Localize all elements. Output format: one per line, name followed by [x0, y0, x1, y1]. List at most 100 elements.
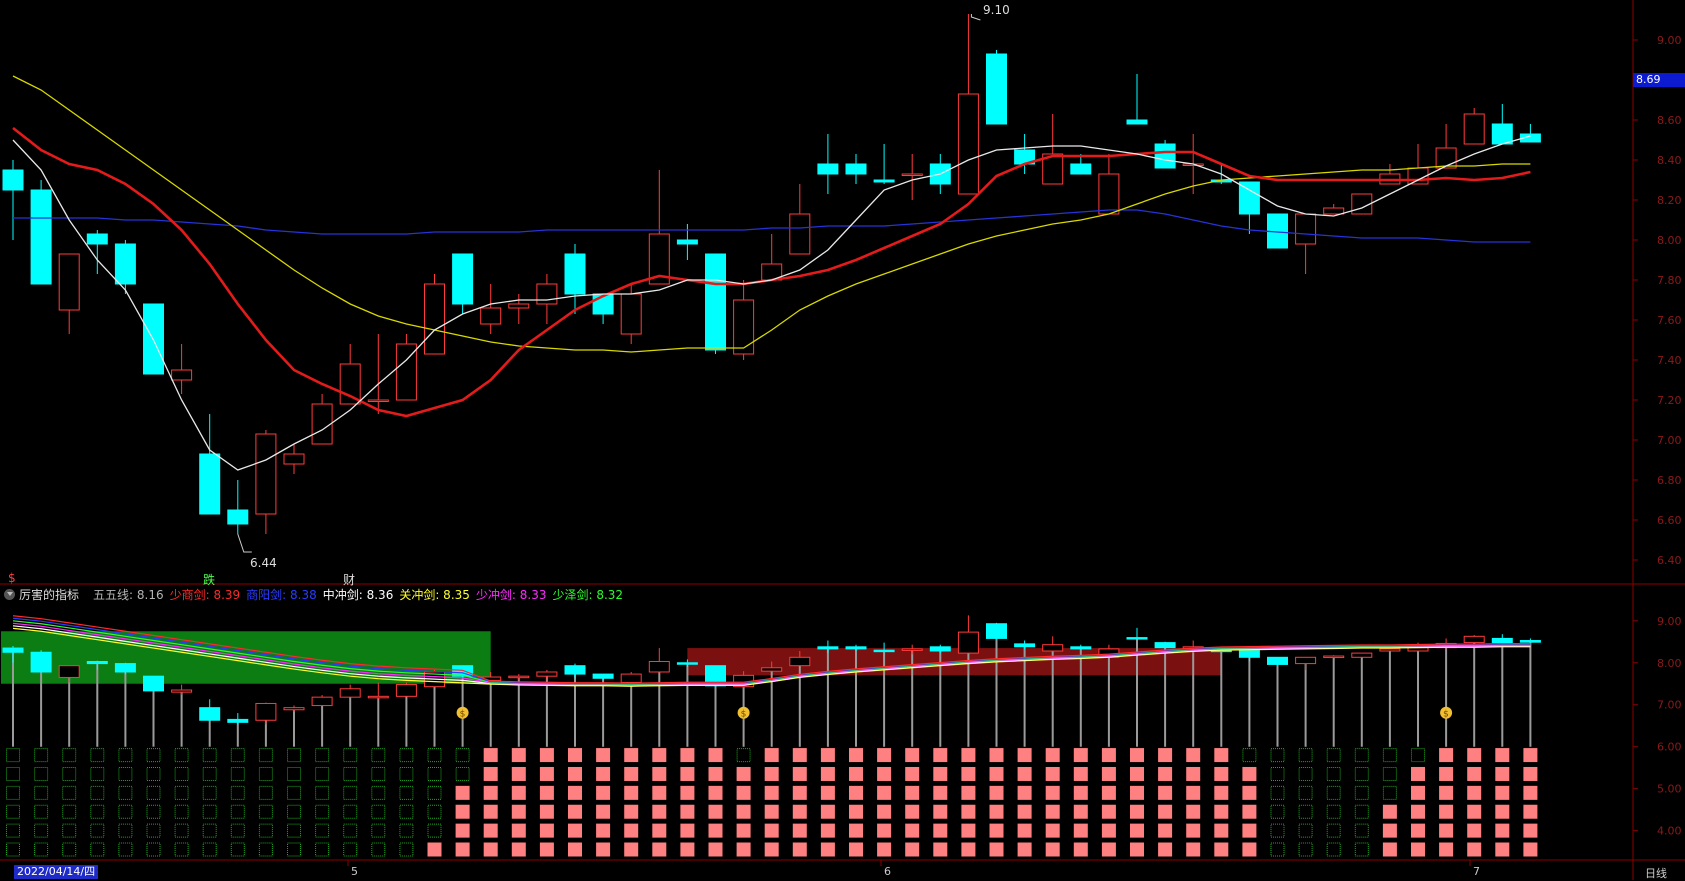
candle	[283, 453, 305, 465]
signal-box-red	[764, 823, 779, 838]
signal-box-red	[1382, 804, 1397, 819]
signal-box-red	[1073, 785, 1088, 800]
signal-box-red	[1523, 823, 1538, 838]
mini-candle	[536, 671, 558, 677]
indicator-legend: 厉害的指标 五五线: 8.16 少商剑: 8.39 商阳剑: 8.38 中冲剑: 8.…	[0, 586, 633, 602]
sword-line	[12, 627, 1531, 687]
signal-box-red	[1495, 823, 1510, 838]
signal-box-green	[230, 823, 245, 838]
signal-box-red	[455, 823, 470, 838]
signal-box-red	[427, 842, 442, 857]
signal-box-green	[315, 804, 330, 819]
signal-box-red	[1186, 785, 1201, 800]
signal-box-green	[1270, 804, 1285, 819]
signal-box-green	[118, 842, 133, 857]
signal-box-red	[905, 823, 920, 838]
signal-box-green	[399, 842, 414, 857]
signal-box-green	[399, 823, 414, 838]
y-tick-label: 9.00	[1657, 615, 1682, 628]
mini-candle	[986, 623, 1007, 639]
signal-box-red	[652, 842, 667, 857]
month-5-label: 5	[351, 865, 358, 878]
signal-box-green	[315, 823, 330, 838]
candle	[2, 169, 24, 191]
mini-candle	[1238, 650, 1260, 658]
mini-candle	[114, 663, 136, 673]
chevron-down-icon[interactable]	[4, 588, 15, 600]
signal-box-red	[1242, 804, 1257, 819]
signal-box-green	[6, 842, 20, 857]
signal-box-red	[1214, 804, 1229, 819]
signal-box-green	[146, 748, 161, 763]
signal-box-red	[1130, 842, 1144, 857]
period-button[interactable]: 日线	[1645, 867, 1667, 880]
signal-box-red	[1495, 766, 1510, 781]
signal-box-red	[652, 823, 667, 838]
candle	[311, 403, 333, 445]
signal-box-green	[90, 823, 105, 838]
signal-box-red	[652, 766, 667, 781]
signal-box-red	[652, 785, 667, 800]
signal-box-red	[736, 823, 751, 838]
signal-box-green	[1298, 804, 1313, 819]
signal-box-green	[1298, 748, 1313, 763]
signal-box-red	[1045, 785, 1060, 800]
signal-box-green	[118, 748, 133, 763]
signal-box-red	[511, 823, 526, 838]
ma-blue-line	[13, 209, 1531, 243]
signal-box-green	[146, 842, 161, 857]
signal-box-red	[989, 785, 1004, 800]
signal-box-green	[34, 842, 49, 857]
candle	[227, 509, 249, 525]
signal-box-green	[146, 785, 161, 800]
signal-box-green	[1326, 842, 1341, 857]
signal-box-red	[1017, 785, 1032, 800]
signal-box-red	[511, 748, 526, 763]
signal-box-red	[1186, 766, 1201, 781]
signal-box-red	[568, 823, 582, 838]
signal-box-green	[6, 785, 20, 800]
signal-box-red	[1101, 842, 1116, 857]
low-price-label: 6.44	[250, 556, 277, 570]
mini-candle	[1070, 646, 1092, 650]
signal-box-green	[399, 785, 414, 800]
signal-box-red	[792, 766, 807, 781]
signal-box-green	[1242, 748, 1257, 763]
candle	[1154, 143, 1176, 169]
signal-box-green	[343, 766, 358, 781]
signal-box-green	[427, 766, 442, 781]
signal-box-red	[1439, 766, 1454, 781]
signal-box-red	[511, 842, 526, 857]
candle	[424, 283, 445, 355]
signal-box-red	[624, 766, 639, 781]
signal-box-red	[680, 785, 695, 800]
signal-box-red	[1101, 766, 1116, 781]
signal-box-green	[287, 842, 301, 857]
signal-box-green	[230, 842, 245, 857]
indicator-name[interactable]: 厉害的指标	[19, 587, 80, 602]
signal-box-red	[933, 785, 948, 800]
signal-box-red	[539, 748, 554, 763]
mini-candle	[199, 707, 221, 721]
signal-box-green	[343, 748, 358, 763]
signal-box-green	[343, 823, 358, 838]
mini-candle	[817, 646, 839, 650]
signal-box-red	[1439, 804, 1454, 819]
signal-box-red	[1073, 804, 1088, 819]
signal-box-red	[933, 748, 948, 763]
signal-box-green	[287, 823, 301, 838]
mini-candle	[255, 702, 277, 721]
signal-box-green	[90, 748, 105, 763]
signal-box-green	[62, 785, 77, 800]
signal-box-red	[511, 766, 526, 781]
signal-box-green	[174, 766, 189, 781]
signal-box-red	[1073, 766, 1088, 781]
candle	[395, 343, 417, 401]
signal-box-green	[230, 785, 245, 800]
signal-box-green	[118, 804, 133, 819]
signal-box-red	[1017, 748, 1032, 763]
signal-box-red	[961, 766, 976, 781]
signal-box-red	[877, 804, 892, 819]
signal-box-green	[118, 823, 133, 838]
